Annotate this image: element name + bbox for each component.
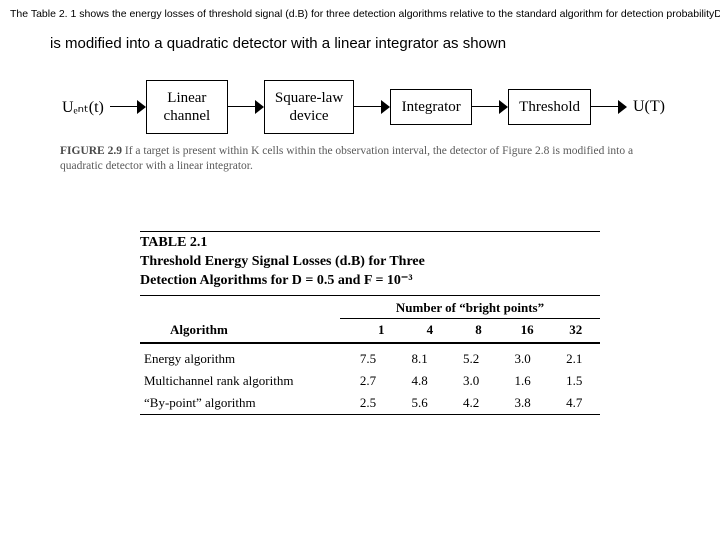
col-header: 16 xyxy=(503,322,552,338)
table-cell: 5.2 xyxy=(445,351,497,367)
input-signal-label: Uₑₙₜ(t) xyxy=(62,97,104,117)
subline-text: is modified into a quadratic detector wi… xyxy=(50,35,710,52)
table-title-line1: TABLE 2.1 xyxy=(140,235,207,250)
block-threshold: Threshold xyxy=(508,89,591,125)
table-title-line3: Detection Algorithms for D = 0.5 and F =… xyxy=(140,273,413,288)
col-header: 8 xyxy=(454,322,503,338)
algorithm-name: “By-point” algorithm xyxy=(140,395,342,411)
table-cell: 4.2 xyxy=(445,395,497,411)
table-cell: 5.6 xyxy=(394,395,446,411)
table-cell: 3.0 xyxy=(445,373,497,389)
figure-number: FIGURE 2.9 xyxy=(60,145,122,157)
figure-2-9: Uₑₙₜ(t) Linearchannel Square-lawdevice I… xyxy=(60,80,680,175)
table-body: Energy algorithm 7.5 8.1 5.2 3.0 2.1 Mul… xyxy=(140,344,600,414)
table-cell: 1.6 xyxy=(497,373,549,389)
col-header: 4 xyxy=(406,322,455,338)
table-cell: 7.5 xyxy=(342,351,394,367)
block-integrator: Integrator xyxy=(390,89,472,125)
table-cell: 4.8 xyxy=(394,373,446,389)
arrow-icon xyxy=(110,100,146,114)
table-cell: 2.5 xyxy=(342,395,394,411)
block-square-law: Square-lawdevice xyxy=(264,80,354,134)
algorithm-name: Energy algorithm xyxy=(140,351,342,367)
table-cell: 8.1 xyxy=(394,351,446,367)
algorithm-header: Algorithm xyxy=(140,322,357,338)
table-row: Energy algorithm 7.5 8.1 5.2 3.0 2.1 xyxy=(140,348,600,370)
table-title: TABLE 2.1 Threshold Energy Signal Losses… xyxy=(140,232,600,295)
arrow-icon xyxy=(228,100,264,114)
table-2-1: TABLE 2.1 Threshold Energy Signal Losses… xyxy=(140,231,600,416)
table-cell: 2.1 xyxy=(548,351,600,367)
figure-caption-text: If a target is present within K cells wi… xyxy=(60,145,633,173)
table-row: Multichannel rank algorithm 2.7 4.8 3.0 … xyxy=(140,370,600,392)
table-cell: 3.8 xyxy=(497,395,549,411)
arrow-icon xyxy=(591,100,627,114)
page: The Table 2. 1 shows the energy losses o… xyxy=(0,0,720,540)
table-row: “By-point” algorithm 2.5 5.6 4.2 3.8 4.7 xyxy=(140,392,600,414)
table-cell: 1.5 xyxy=(548,373,600,389)
table-header-columns-row: Algorithm 1 4 8 16 32 xyxy=(140,319,600,342)
table-header-group-row: Number of “bright points” xyxy=(140,296,600,318)
group-header: Number of “bright points” xyxy=(340,300,600,318)
table-cell: 4.7 xyxy=(548,395,600,411)
rule-bottom xyxy=(140,414,600,416)
col-header: 1 xyxy=(357,322,406,338)
figure-caption: FIGURE 2.9 If a target is present within… xyxy=(60,144,670,175)
col-header: 32 xyxy=(551,322,600,338)
arrow-icon xyxy=(354,100,390,114)
table-cell: 2.7 xyxy=(342,373,394,389)
top-caption: The Table 2. 1 shows the energy losses o… xyxy=(10,8,710,21)
table-title-line2: Threshold Energy Signal Losses (d.B) for… xyxy=(140,254,425,269)
output-signal-label: U(T) xyxy=(633,98,665,116)
table-cell: 3.0 xyxy=(497,351,549,367)
block-diagram: Uₑₙₜ(t) Linearchannel Square-lawdevice I… xyxy=(60,80,680,134)
arrow-icon xyxy=(472,100,508,114)
block-linear-channel: Linearchannel xyxy=(146,80,228,134)
algorithm-name: Multichannel rank algorithm xyxy=(140,373,342,389)
